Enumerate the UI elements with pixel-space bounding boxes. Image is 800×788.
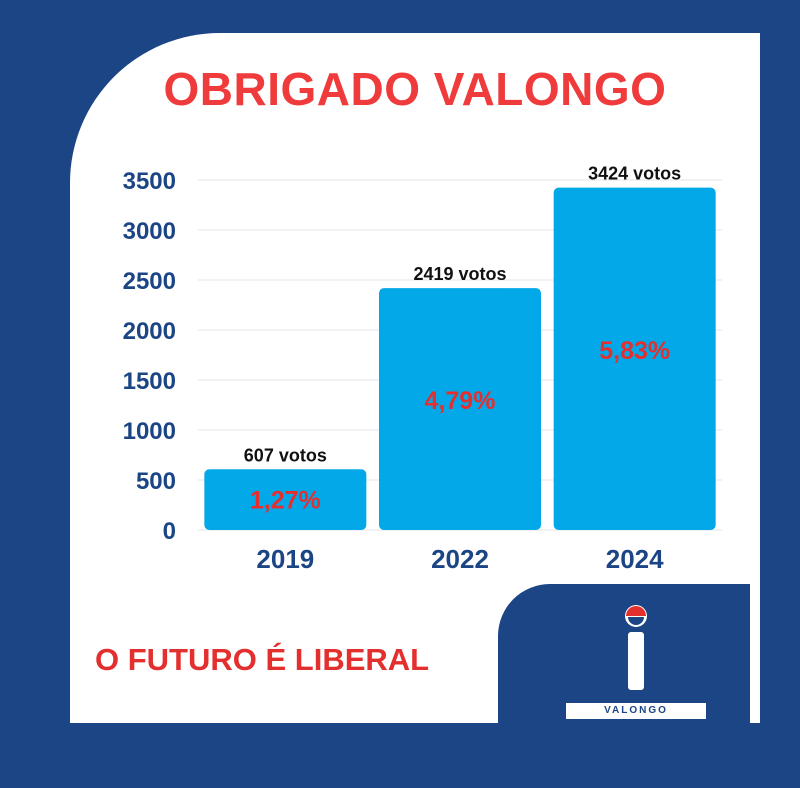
- logo-text: VALONGO: [566, 703, 706, 719]
- y-tick-label: 0: [163, 518, 176, 545]
- chart-bars: [204, 187, 716, 530]
- data-label: 3424 votos: [588, 164, 681, 184]
- x-tick-label: 2024: [606, 544, 664, 574]
- x-axis: 2019 2022 2024: [256, 544, 664, 574]
- y-axis: 0 500 1000 1500 2000 2500 3000 3500: [123, 168, 176, 545]
- data-label: 607 votos: [244, 445, 327, 465]
- percent-label: 1,27%: [250, 487, 321, 515]
- y-tick-label: 1500: [123, 368, 176, 395]
- bar: [379, 288, 541, 530]
- logo-panel: [498, 584, 750, 723]
- x-tick-label: 2022: [431, 544, 489, 574]
- page-title: OBRIGADO VALONGO: [163, 63, 667, 115]
- bar: [204, 469, 367, 530]
- bar: [553, 187, 716, 530]
- percent-label: 5,83%: [599, 337, 670, 365]
- y-tick-label: 1000: [123, 418, 176, 445]
- y-tick-label: 3500: [123, 168, 176, 195]
- data-label: 2419 votos: [413, 264, 506, 284]
- y-tick-label: 3000: [123, 218, 176, 245]
- slogan-text: O FUTURO É LIBERAL: [95, 642, 430, 677]
- percent-label: 4,79%: [425, 387, 496, 415]
- liberal-i-logo-icon: [625, 605, 647, 690]
- y-tick-label: 500: [136, 468, 176, 495]
- y-tick-label: 2500: [123, 268, 176, 295]
- chart-labels: 607 votos 1,27% 2419 votos 4,79% 3424 votos 5…: [244, 164, 681, 515]
- y-tick-label: 2000: [123, 318, 176, 345]
- x-tick-label: 2019: [256, 544, 314, 574]
